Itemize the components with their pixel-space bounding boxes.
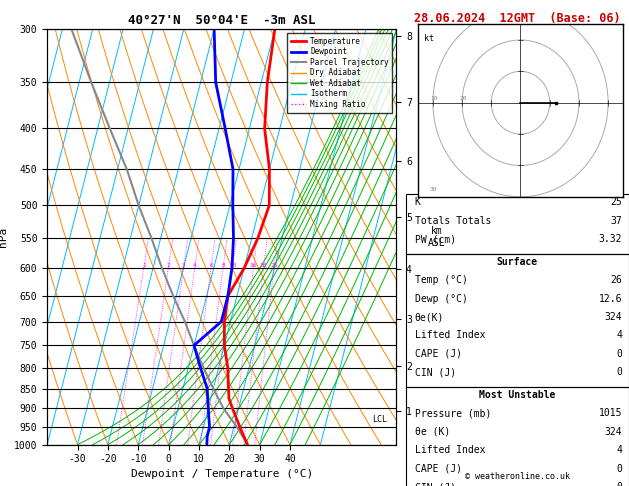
Text: 324: 324 [604,312,622,322]
Text: LCL: LCL [372,415,387,424]
Text: 0: 0 [616,464,622,474]
Text: 25: 25 [611,197,622,208]
Text: 28.06.2024  12GMT  (Base: 06): 28.06.2024 12GMT (Base: 06) [414,12,621,25]
Text: 0: 0 [616,367,622,378]
Text: 16: 16 [250,263,257,268]
Text: 324: 324 [604,427,622,437]
Text: 6: 6 [209,263,213,268]
Text: 3.32: 3.32 [599,234,622,244]
Text: © weatheronline.co.uk: © weatheronline.co.uk [465,472,570,481]
Text: 0: 0 [616,349,622,359]
Text: Dewp (°C): Dewp (°C) [415,294,467,304]
Text: Pressure (mb): Pressure (mb) [415,408,491,418]
Text: Lifted Index: Lifted Index [415,445,485,455]
Text: Temp (°C): Temp (°C) [415,275,467,285]
Text: 26: 26 [611,275,622,285]
Text: 0: 0 [616,482,622,486]
Text: 20: 20 [459,96,467,101]
Text: 1015: 1015 [599,408,622,418]
Bar [406,387,629,486]
Y-axis label: hPa: hPa [0,227,8,247]
Text: CIN (J): CIN (J) [415,367,456,378]
Text: 1: 1 [142,263,145,268]
Text: Lifted Index: Lifted Index [415,330,485,341]
Text: Surface: Surface [497,257,538,267]
Text: 12.6: 12.6 [599,294,622,304]
Text: 2: 2 [167,263,170,268]
Text: CAPE (J): CAPE (J) [415,349,462,359]
Text: 4: 4 [616,445,622,455]
Y-axis label: km
ASL: km ASL [428,226,446,248]
Text: 8: 8 [221,263,225,268]
Text: CAPE (J): CAPE (J) [415,464,462,474]
Text: 4: 4 [193,263,196,268]
Text: 20: 20 [260,263,267,268]
Text: PW (cm): PW (cm) [415,234,456,244]
Text: kt: kt [424,34,434,43]
Bar [406,254,629,387]
Text: Most Unstable: Most Unstable [479,390,555,400]
Text: θe(K): θe(K) [415,312,444,322]
Bar [406,194,629,254]
Text: 25: 25 [270,263,278,268]
Text: 10: 10 [229,263,237,268]
Text: 10: 10 [430,96,437,101]
Text: 30: 30 [430,187,437,191]
Text: 3: 3 [182,263,186,268]
Text: 4: 4 [616,330,622,341]
Text: 37: 37 [611,216,622,226]
Text: Totals Totals: Totals Totals [415,216,491,226]
Title: 40°27'N  50°04'E  -3m ASL: 40°27'N 50°04'E -3m ASL [128,14,316,27]
Legend: Temperature, Dewpoint, Parcel Trajectory, Dry Adiabat, Wet Adiabat, Isotherm, Mi: Temperature, Dewpoint, Parcel Trajectory… [287,33,392,113]
Text: K: K [415,197,421,208]
Text: θe (K): θe (K) [415,427,450,437]
X-axis label: Dewpoint / Temperature (°C): Dewpoint / Temperature (°C) [131,469,313,479]
Text: CIN (J): CIN (J) [415,482,456,486]
